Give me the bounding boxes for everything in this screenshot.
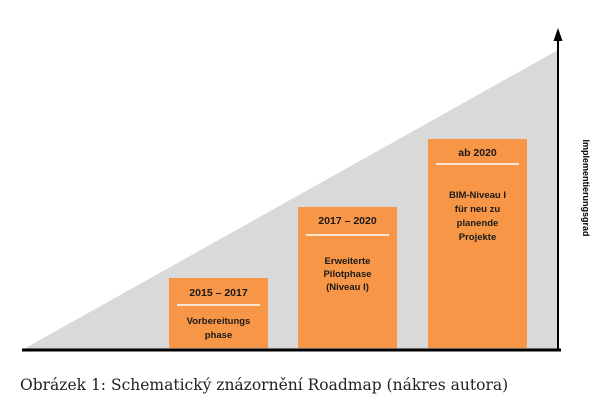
y-axis-arrowhead — [553, 28, 563, 41]
phase-box-2: 2017 – 2020 Erweiterte Pilotphase (Nivea… — [298, 207, 397, 348]
phase-1-text-line-1: Vorbereitungs — [187, 316, 251, 327]
phase-2-date: 2017 – 2020 — [318, 215, 377, 227]
phase-2-text-line-1: Erweiterte — [325, 256, 371, 267]
phase-box-3: ab 2020 BIM-Niveau I für neu zu planende… — [428, 139, 527, 348]
phase-1-text-line-2: phase — [205, 330, 232, 341]
phase-3-text-line-2: für neu zu — [455, 204, 501, 215]
phase-2-text-line-3: (Niveau I) — [326, 282, 369, 293]
phase-1-date: 2015 – 2017 — [189, 287, 248, 299]
y-axis-label: Implementierungsgrad — [581, 139, 591, 236]
phase-3-text-line-3: planende — [457, 218, 499, 229]
phase-box-1: 2015 – 2017 Vorbereitungs phase — [169, 278, 268, 348]
phase-3-date: ab 2020 — [458, 147, 497, 159]
phase-2-text-line-2: Pilotphase — [323, 269, 371, 280]
figure-caption: Obrázek 1: Schematický znázornění Roadma… — [20, 376, 509, 394]
phase-3-text-line-1: BIM-Niveau I — [449, 190, 506, 201]
implementation-wedge — [22, 50, 558, 350]
phase-3-text-line-4: Projekte — [459, 232, 497, 243]
